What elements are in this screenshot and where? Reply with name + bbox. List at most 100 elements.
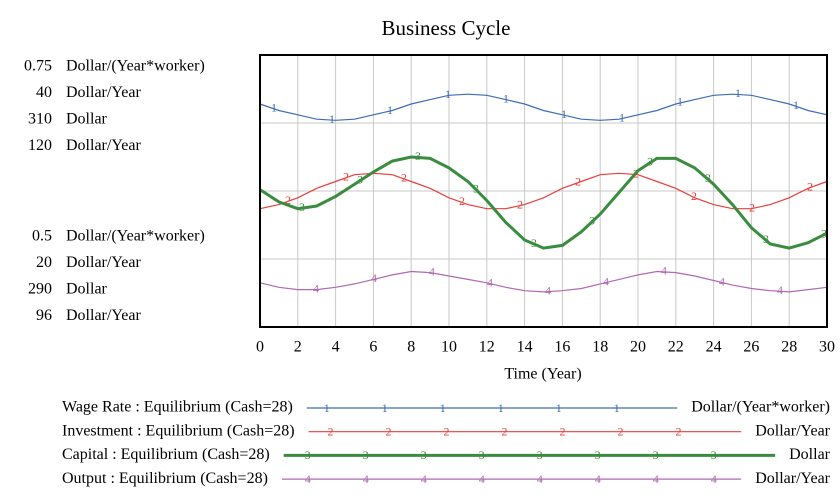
legend-marker: 2	[386, 424, 392, 438]
legend-marker: 4	[653, 472, 659, 486]
x-tick-label: 24	[706, 339, 722, 356]
y-axis-unit: Dollar	[66, 281, 108, 298]
series-marker: 4	[603, 274, 609, 288]
series-marker: 3	[415, 149, 421, 163]
series-marker: 3	[647, 155, 653, 169]
x-tick-label: 22	[668, 339, 684, 356]
series-marker: 4	[313, 281, 319, 295]
legend-marker: 2	[618, 424, 624, 438]
legend-marker: 2	[560, 424, 566, 438]
legend-marker: 3	[479, 448, 485, 462]
legend-marker: 2	[444, 424, 450, 438]
series-marker: 2	[807, 179, 813, 193]
legend-label: Investment : Equilibrium (Cash=28)	[62, 422, 295, 439]
series-marker: 1	[561, 107, 567, 121]
legend-unit: Dollar/Year	[755, 470, 830, 487]
x-tick-label: 12	[479, 339, 495, 356]
y-axis-unit: Dollar/Year	[66, 84, 141, 101]
series-marker: 4	[487, 275, 493, 289]
series-marker: 1	[503, 91, 509, 105]
y-axis-unit: Dollar	[66, 111, 108, 128]
series-marker: 3	[531, 236, 537, 250]
x-tick-label: 0	[256, 339, 264, 356]
series-line	[259, 270, 828, 293]
y-tick-label: 20	[36, 254, 52, 271]
y-tick-label: 310	[28, 111, 52, 128]
series-marker: 1	[445, 87, 451, 101]
legend-marker: 3	[537, 448, 543, 462]
legend-marker: 1	[324, 401, 330, 415]
y-tick-label: 0.75	[24, 58, 52, 75]
h-grid	[260, 122, 827, 260]
series-marker: 3	[357, 172, 363, 186]
y-axis-unit: Dollar/Year	[66, 307, 141, 324]
series-marker: 2	[691, 189, 697, 203]
x-tick-label: 4	[332, 339, 340, 356]
legend-marker: 3	[363, 448, 369, 462]
legend-marker: 4	[363, 472, 369, 486]
series-marker: 3	[821, 226, 827, 240]
x-tick-label: 8	[407, 339, 415, 356]
series-line	[259, 93, 828, 121]
legend-marker: 3	[711, 448, 717, 462]
series-marker: 1	[387, 103, 393, 117]
series-line	[259, 155, 828, 250]
legend-marker: 4	[537, 472, 543, 486]
y-tick-label: 40	[36, 84, 52, 101]
y-axis-unit: Dollar/(Year*worker)	[66, 228, 205, 245]
legend-marker: 3	[305, 448, 311, 462]
x-tick-label: 30	[819, 339, 835, 356]
legend-marker: 2	[676, 424, 682, 438]
series-marker: 3	[589, 214, 595, 228]
series-marker: 2	[517, 197, 523, 211]
series-marker: 4	[777, 283, 783, 297]
legend-marker: 2	[328, 424, 334, 438]
series-marker: 3	[299, 200, 305, 214]
legend-marker: 4	[711, 472, 717, 486]
legend-marker: 1	[556, 401, 562, 415]
y-axis-unit: Dollar/(Year*worker)	[66, 58, 205, 75]
series-marker: 2	[575, 174, 581, 188]
series-marker: 2	[401, 171, 407, 185]
legend-marker: 2	[502, 424, 508, 438]
x-tick-label: 16	[554, 339, 570, 356]
x-tick-label: 26	[743, 339, 759, 356]
legend-unit: Dollar/(Year*worker)	[691, 399, 830, 416]
y-tick-label: 120	[28, 137, 52, 154]
chart-title: Business Cycle	[382, 16, 511, 40]
x-tick-label: 6	[369, 339, 377, 356]
legend-marker: 4	[479, 472, 485, 486]
series-marker: 2	[749, 200, 755, 214]
series-marker: 4	[545, 283, 551, 297]
series-marker: 4	[719, 274, 725, 288]
x-tick-label: 2	[294, 339, 302, 356]
legend-marker: 1	[440, 401, 446, 415]
y-axis-unit: Dollar/Year	[66, 254, 141, 271]
series-marker: 2	[285, 193, 291, 207]
legend-unit: Dollar/Year	[755, 422, 830, 439]
legend-marker: 3	[595, 448, 601, 462]
series-line	[259, 172, 828, 210]
x-tick-label: 28	[781, 339, 797, 356]
x-tick-label: 10	[441, 339, 457, 356]
legend-marker: 1	[614, 401, 620, 415]
legend-unit: Dollar	[789, 446, 831, 463]
plot-frame	[259, 54, 828, 328]
x-axis-label: Time (Year)	[504, 366, 581, 383]
series-marker: 4	[661, 264, 667, 278]
series-marker: 3	[473, 181, 479, 195]
series-marker: 1	[793, 98, 799, 112]
series-marker: 1	[677, 95, 683, 109]
y-tick-label: 290	[28, 281, 52, 298]
series-marker: 1	[735, 86, 741, 100]
x-tick-label: 20	[630, 339, 646, 356]
x-tick-label: 14	[517, 339, 533, 356]
legend-marker: 4	[595, 472, 601, 486]
legend-marker: 4	[421, 472, 427, 486]
legend-label: Output : Equilibrium (Cash=28)	[62, 470, 268, 487]
series-marker: 3	[705, 171, 711, 185]
legend-label: Wage Rate : Equilibrium (Cash=28)	[62, 399, 293, 416]
legend-marker: 3	[653, 448, 659, 462]
series-marker: 2	[459, 194, 465, 208]
